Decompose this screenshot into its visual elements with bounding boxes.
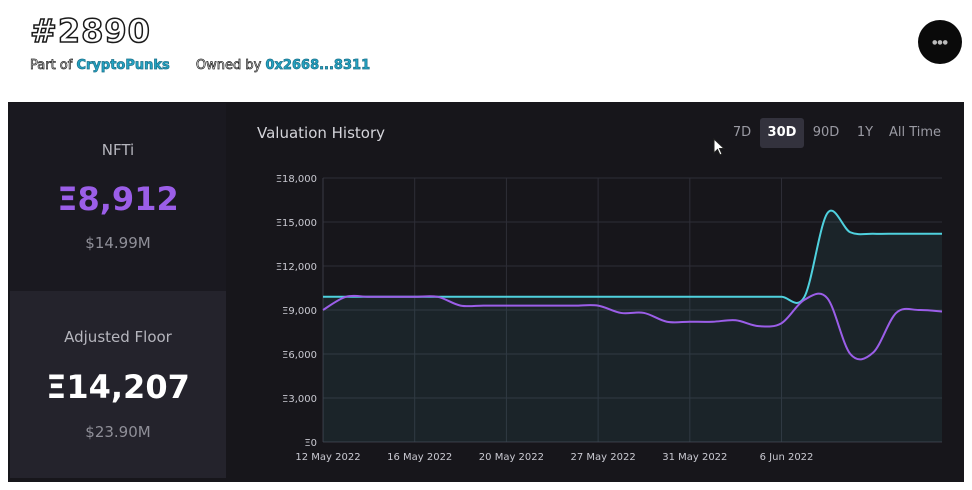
x-tick-label: 12 May 2022 (295, 452, 360, 463)
x-tick-label: 31 May 2022 (662, 452, 727, 463)
nfti-usd: $14.99M (85, 234, 151, 252)
floor-value: Ξ14,207 (46, 368, 190, 406)
collection-link[interactable]: CryptoPunks (76, 58, 170, 74)
nfti-panel (10, 103, 226, 291)
y-tick-label: Ξ6,000 (282, 350, 317, 361)
avatar[interactable]: ●●● (918, 20, 962, 64)
nfti-line (322, 292, 943, 361)
adjusted-floor-panel (10, 291, 226, 478)
owner-link[interactable]: 0x2668...8311 (265, 58, 371, 74)
y-tick-label: Ξ15,000 (276, 218, 317, 229)
part-of-label: Part of (30, 58, 73, 74)
token-title: #2890 (29, 11, 151, 51)
y-tick-label: Ξ12,000 (276, 262, 317, 273)
x-tick-label: 6 Jun 2022 (760, 452, 814, 463)
floor-usd: $23.90M (85, 423, 151, 441)
adjusted-floor-area (323, 210, 942, 442)
x-tick-label: 16 May 2022 (387, 452, 452, 463)
x-tick-label: 27 May 2022 (571, 452, 636, 463)
nfti-value: Ξ8,912 (57, 180, 179, 218)
y-tick-label: Ξ3,000 (282, 394, 317, 405)
y-tick-label: Ξ9,000 (282, 306, 317, 317)
avatar-icon: ●●● (932, 38, 948, 46)
chart-title: Valuation History (257, 124, 386, 142)
floor-label: Adjusted Floor (64, 328, 172, 346)
x-tick-label: 20 May 2022 (479, 452, 544, 463)
range-90d-button[interactable]: 90D (812, 125, 840, 140)
y-tick-label: Ξ18,000 (276, 174, 317, 185)
range-all-time-button[interactable]: All Time (888, 125, 942, 140)
token-subtitle: Part of CryptoPunks Owned by 0x2668...83… (30, 58, 371, 74)
owned-by-label: Owned by (195, 58, 262, 74)
mouse-cursor-icon (713, 138, 726, 156)
range-1y-button[interactable]: 1Y (856, 125, 874, 140)
range-7d-button[interactable]: 7D (732, 125, 752, 140)
nfti-label: NFTi (101, 141, 135, 159)
y-tick-label: Ξ0 (304, 438, 317, 449)
range-30d-button[interactable]: 30D (760, 118, 804, 148)
